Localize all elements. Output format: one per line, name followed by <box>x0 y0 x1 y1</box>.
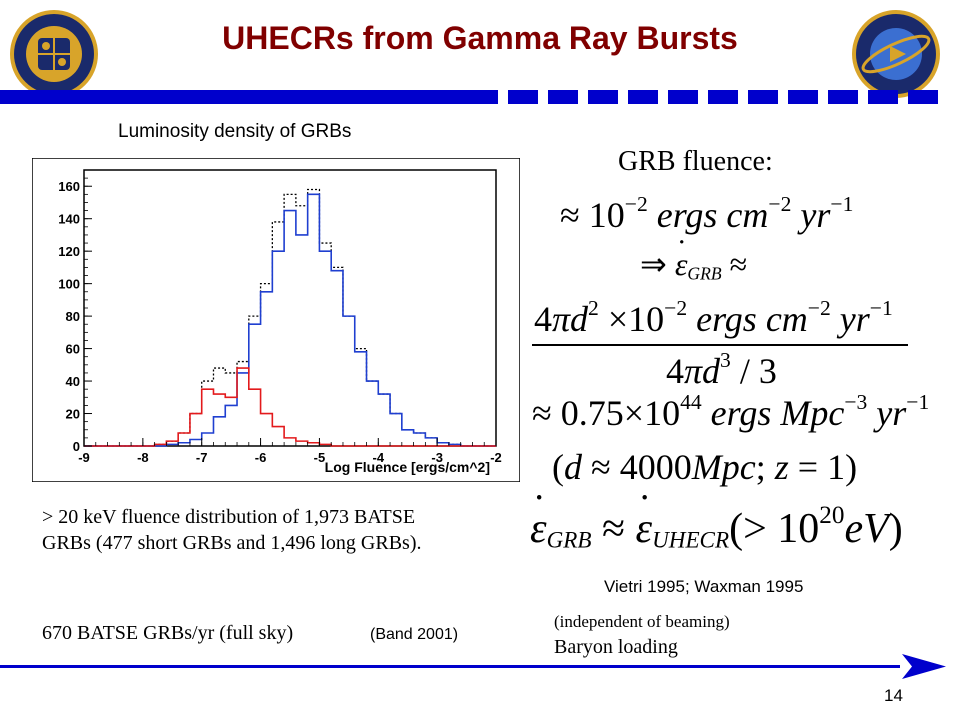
x-tick-label: -6 <box>255 450 267 465</box>
chart-caption: Luminosity density of GRBs <box>118 121 352 142</box>
y-tick-label: 20 <box>66 407 80 422</box>
y-tick-label: 120 <box>58 244 80 259</box>
grb-fluence-heading: GRB fluence: <box>618 146 773 177</box>
emissivity-value-equation: ≈ 0.75×1044 ergs Mpc−3 yr−1 <box>532 390 930 434</box>
beaming-note: (independent of beaming) <box>554 612 730 631</box>
slide-title: UHECRs from Gamma Ray Bursts <box>222 20 738 56</box>
x-tick-label: -7 <box>196 450 208 465</box>
y-tick-label: 160 <box>58 179 80 194</box>
y-tick-label: 40 <box>66 374 80 389</box>
y-tick-label: 140 <box>58 212 80 227</box>
y-tick-label: 0 <box>73 439 80 454</box>
page-number: 14 <box>884 686 903 705</box>
x-tick-label: -3 <box>431 450 443 465</box>
x-tick-label: -4 <box>373 450 385 465</box>
axis-layer: -9 -8 -7 -6 -5 -4 -3 -2 0 20 40 60 80 100 120 140 160 <box>58 169 502 465</box>
x-tick-label: -5 <box>314 450 326 465</box>
x-axis-label: Log Fluence [ergs/cm^2] <box>325 459 490 475</box>
fraction-bar <box>532 344 908 346</box>
x-tick-label: -2 <box>490 450 502 465</box>
fraction-numerator: 4πd2 ×10−2 ergs cm−2 yr−1 <box>534 296 893 340</box>
long-grb-series-step <box>84 193 496 447</box>
fluence-histogram-chart: -9 -8 -7 -6 -5 -4 -3 -2 0 20 40 60 80 100 120 140 160 Lo… <box>32 158 520 482</box>
batse-rate-text: 670 BATSE GRBs/yr (full sky) <box>42 622 294 644</box>
y-tick-label: 100 <box>58 277 80 292</box>
y-tick-label: 80 <box>66 309 80 324</box>
distance-redshift-equation: (d ≈ 4000Mpc; z = 1) <box>552 447 858 487</box>
naval-research-laboratory-seal-icon <box>10 10 98 98</box>
fluence-value-equation: ≈ 10−2 ergs cm−2 yr−1 <box>560 192 854 236</box>
vietri-waxman-citation: Vietri 1995; Waxman 1995 <box>604 577 804 596</box>
fluence-distribution-description: > 20 keV fluence distribution of 1,973 B… <box>42 506 422 554</box>
baryon-loading-note: Baryon loading <box>554 636 678 658</box>
x-tick-label: -9 <box>78 450 90 465</box>
header-bar <box>0 90 938 104</box>
uhecr-emissivity-equation: εGRB ≈ εUHECR(> 1020eV) <box>530 486 903 554</box>
y-tick-label: 60 <box>66 342 80 357</box>
footer-arrow-line <box>0 654 946 679</box>
band-citation: (Band 2001) <box>370 626 459 643</box>
fraction-denominator: 4πd3 / 3 <box>666 348 777 392</box>
emissivity-implies-equation: ⇒ εGRB ≈ <box>640 232 747 284</box>
space-science-division-seal-icon <box>852 10 940 98</box>
x-tick-label: -8 <box>137 450 149 465</box>
